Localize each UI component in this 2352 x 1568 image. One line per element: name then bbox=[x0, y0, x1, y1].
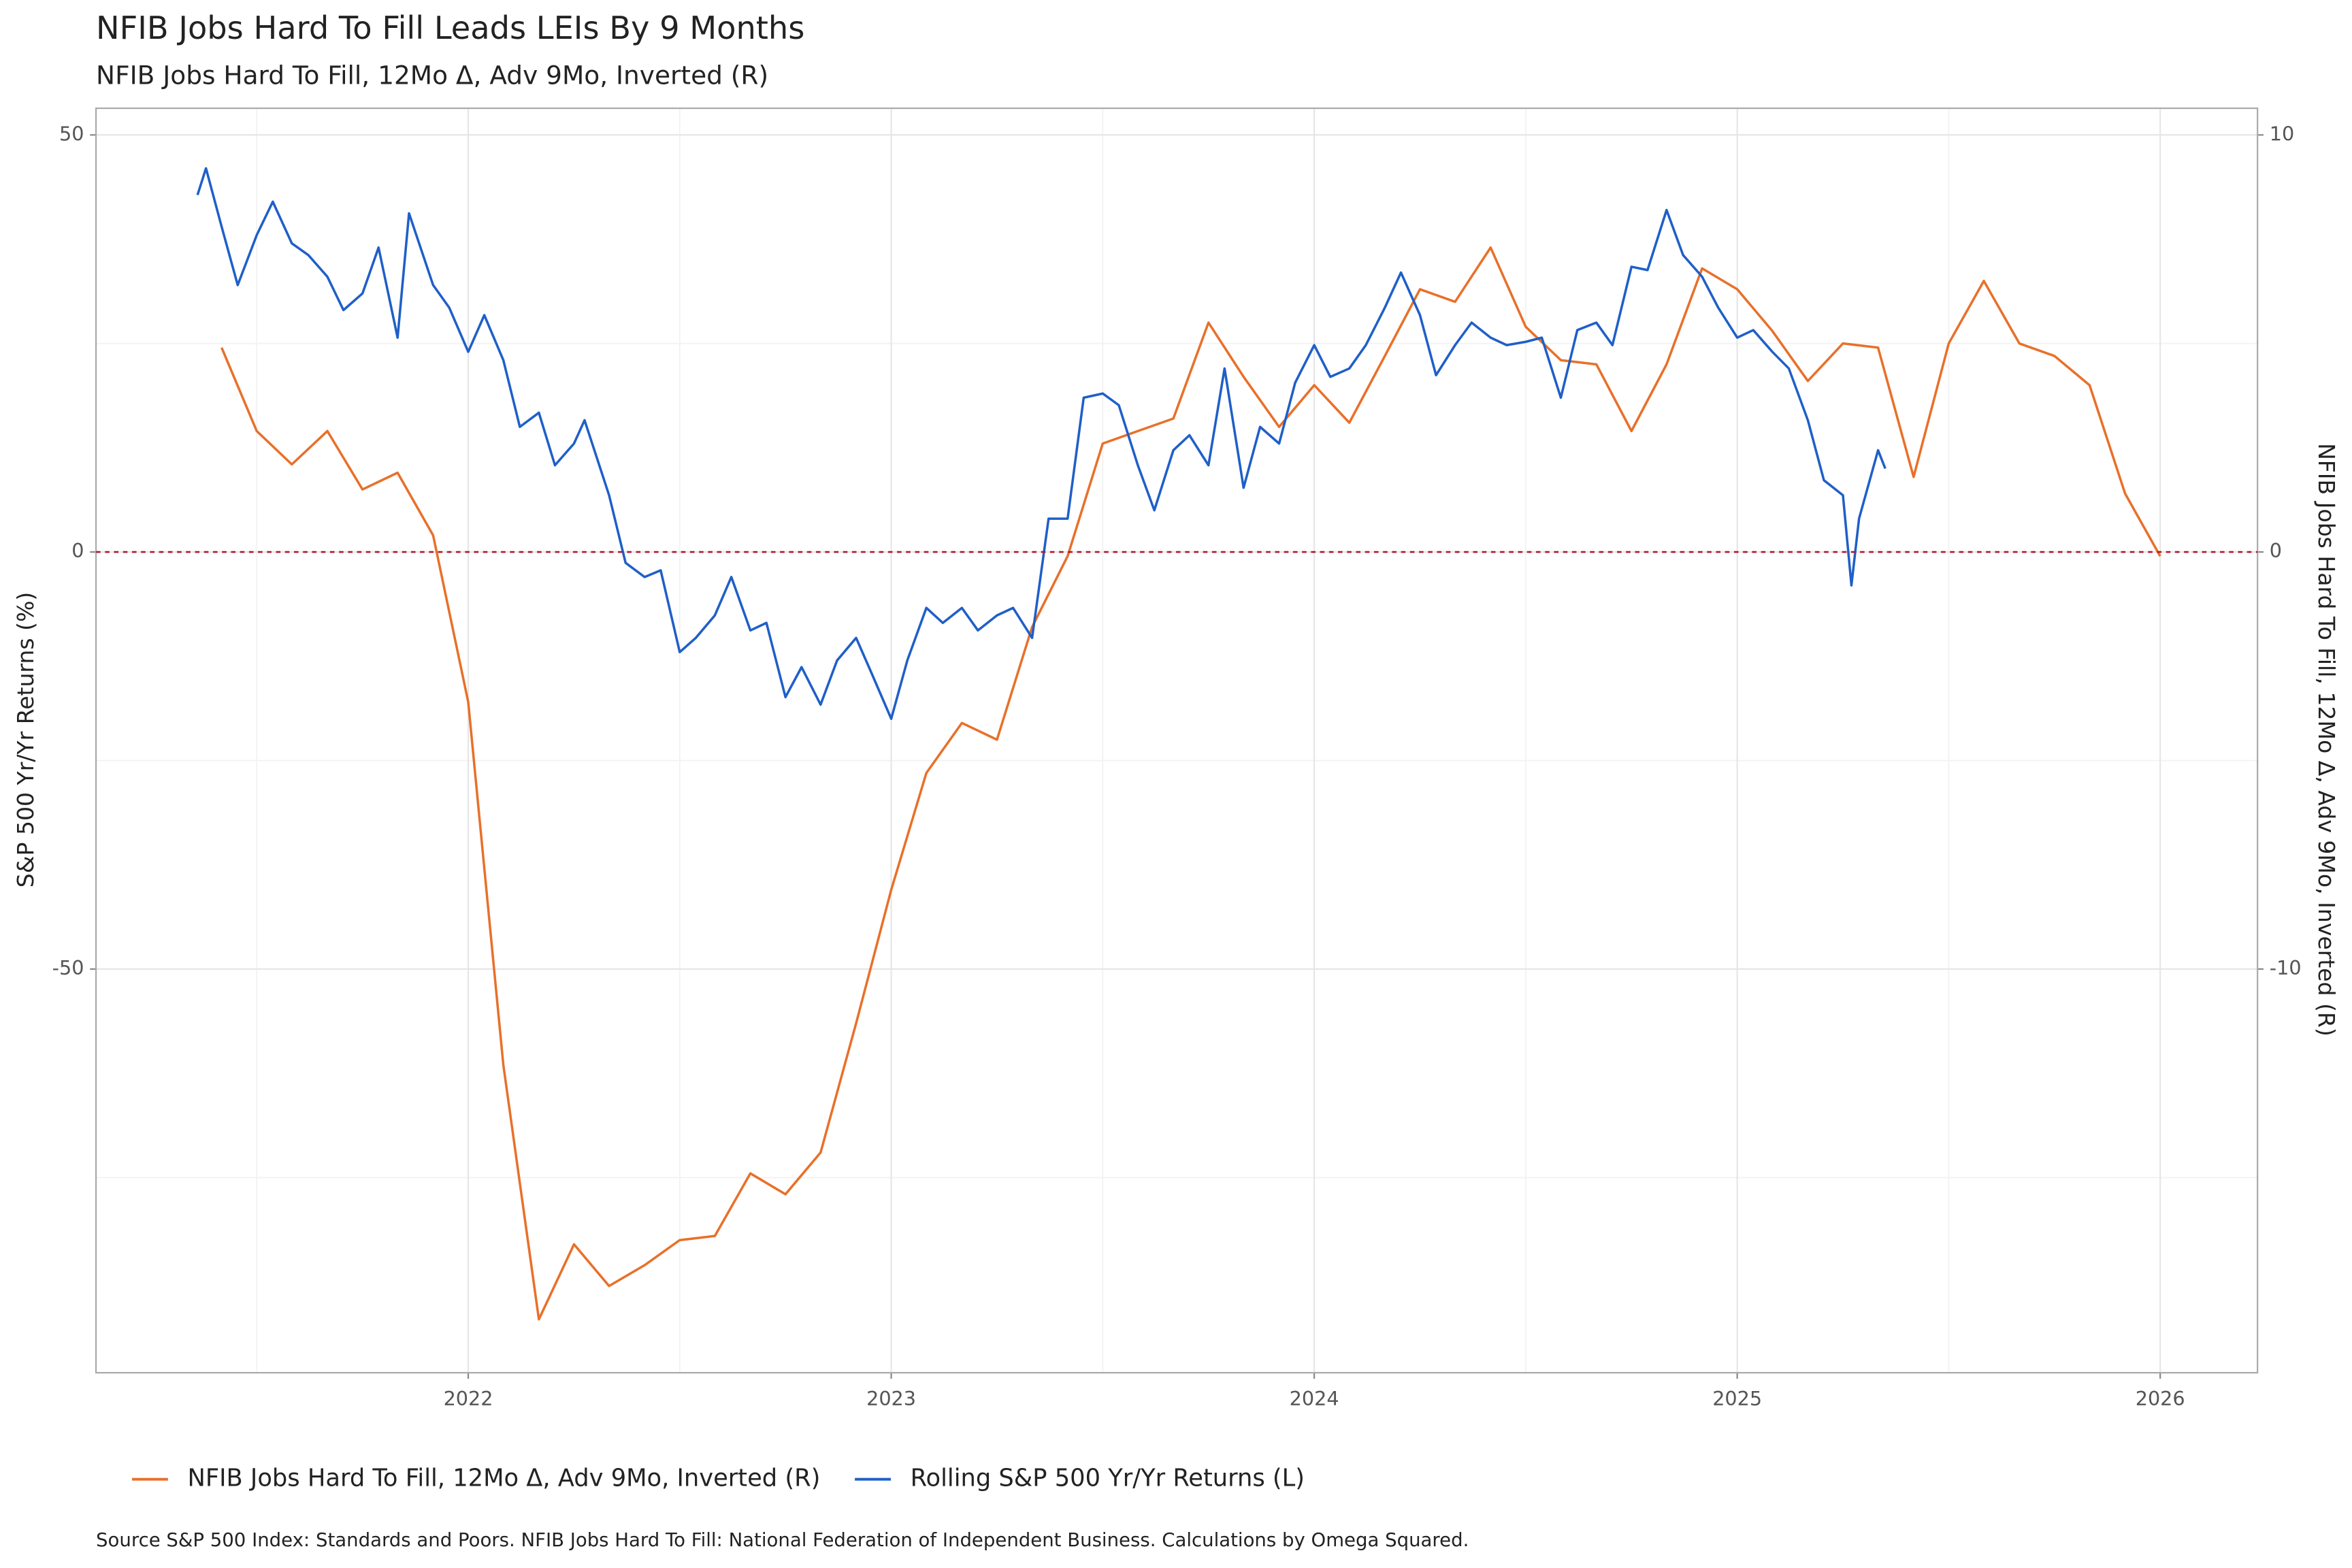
chart-title: NFIB Jobs Hard To Fill Leads LEIs By 9 M… bbox=[96, 10, 804, 46]
legend-label: NFIB Jobs Hard To Fill, 12Mo Δ, Adv 9Mo,… bbox=[188, 1465, 821, 1492]
source-note: Source S&P 500 Index: Standards and Poor… bbox=[96, 1529, 1469, 1551]
y-tick-label: 0 bbox=[71, 539, 84, 562]
y2-axis-title: NFIB Jobs Hard To Fill, 12Mo Δ, Adv 9Mo,… bbox=[2313, 443, 2340, 1036]
x-tick-label: 2023 bbox=[866, 1387, 916, 1410]
legend-label: Rolling S&P 500 Yr/Yr Returns (L) bbox=[911, 1465, 1305, 1492]
x-tick-label: 2022 bbox=[444, 1387, 493, 1410]
x-tick-label: 2026 bbox=[2136, 1387, 2185, 1410]
chart-subtitle: NFIB Jobs Hard To Fill, 12Mo Δ, Adv 9Mo,… bbox=[96, 60, 768, 90]
y2-tick-label: -10 bbox=[2270, 956, 2302, 979]
series-line bbox=[196, 167, 1886, 720]
x-tick-label: 2025 bbox=[1712, 1387, 1762, 1410]
y-tick-label: 50 bbox=[59, 122, 84, 145]
y-tick-label: -50 bbox=[52, 956, 84, 979]
x-tick-label: 2024 bbox=[1290, 1387, 1339, 1410]
y-axis-title: S&P 500 Yr/Yr Returns (%) bbox=[12, 592, 39, 888]
series-line bbox=[220, 246, 2161, 1321]
y2-tick-label: 0 bbox=[2270, 539, 2282, 562]
plot-border bbox=[95, 107, 2259, 1374]
y2-tick-label: 10 bbox=[2270, 122, 2294, 145]
